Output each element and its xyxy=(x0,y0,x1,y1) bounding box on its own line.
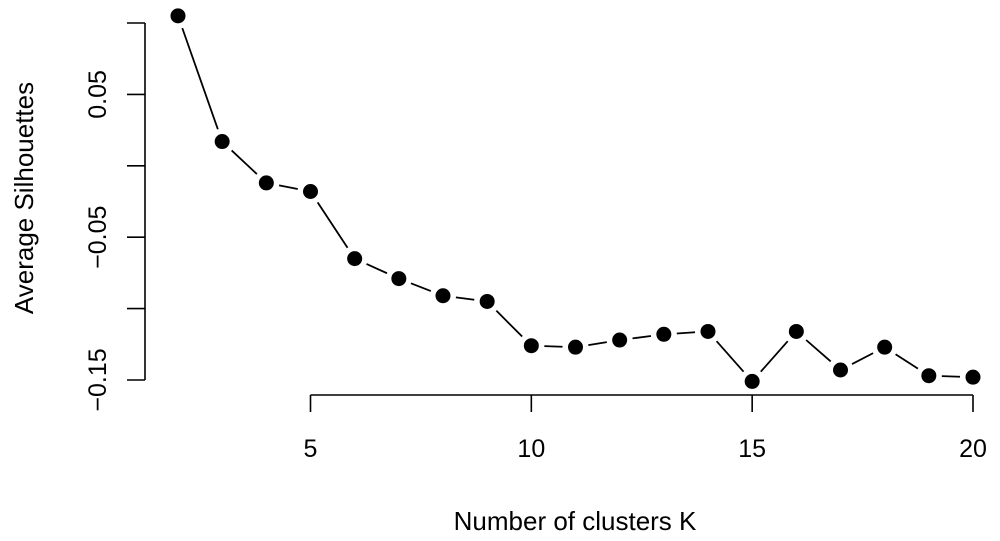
x-tick-label: 20 xyxy=(959,435,987,463)
data-point xyxy=(965,369,981,385)
data-point xyxy=(303,184,318,200)
data-point xyxy=(921,368,937,384)
series-line-segment xyxy=(278,184,298,190)
data-point xyxy=(523,338,539,354)
data-point xyxy=(833,362,848,378)
series-line-segment xyxy=(805,339,832,363)
y-tick-label: −0.15 xyxy=(84,348,112,411)
data-point xyxy=(700,323,716,339)
x-tick-label: 15 xyxy=(738,435,766,463)
data-point xyxy=(744,373,760,389)
x-axis-title: Number of clusters K xyxy=(454,506,697,536)
series-line-segment xyxy=(366,263,388,275)
data-point xyxy=(214,134,230,150)
series-line-segment xyxy=(851,352,874,365)
data-point xyxy=(656,326,672,342)
series-line-segment xyxy=(410,282,432,292)
series-line-segment xyxy=(544,345,563,348)
y-axis: −0.15 −0.05 0.05 xyxy=(84,22,146,412)
data-series xyxy=(170,8,981,389)
x-axis: 5 10 15 20 xyxy=(304,394,987,463)
data-point xyxy=(568,339,583,355)
series-line-segment xyxy=(181,27,219,130)
series-line-segment xyxy=(676,331,696,335)
data-point xyxy=(877,339,893,355)
x-tick-label: 10 xyxy=(517,435,545,463)
series-line-segment xyxy=(941,375,961,378)
data-point xyxy=(479,293,495,309)
data-point xyxy=(391,271,407,287)
series-line-segment xyxy=(455,296,475,301)
series-line-segment xyxy=(588,341,607,346)
data-point xyxy=(612,332,628,348)
data-point xyxy=(258,175,274,191)
series-line-segment xyxy=(632,335,652,340)
series-line-segment xyxy=(495,310,523,338)
series-line-segment xyxy=(231,149,258,175)
series-line-segment xyxy=(760,340,789,373)
series-line-segment xyxy=(715,340,745,373)
data-point xyxy=(788,323,804,339)
data-point xyxy=(347,251,363,267)
y-axis-title: Average Silhouettes xyxy=(9,82,39,314)
y-tick-label: −0.05 xyxy=(84,206,112,269)
series-line-segment xyxy=(895,353,919,370)
data-point xyxy=(435,288,451,304)
data-point xyxy=(170,8,186,24)
series-line-segment xyxy=(316,201,349,249)
y-tick-label: 0.05 xyxy=(84,70,112,119)
x-tick-label: 5 xyxy=(304,435,318,463)
